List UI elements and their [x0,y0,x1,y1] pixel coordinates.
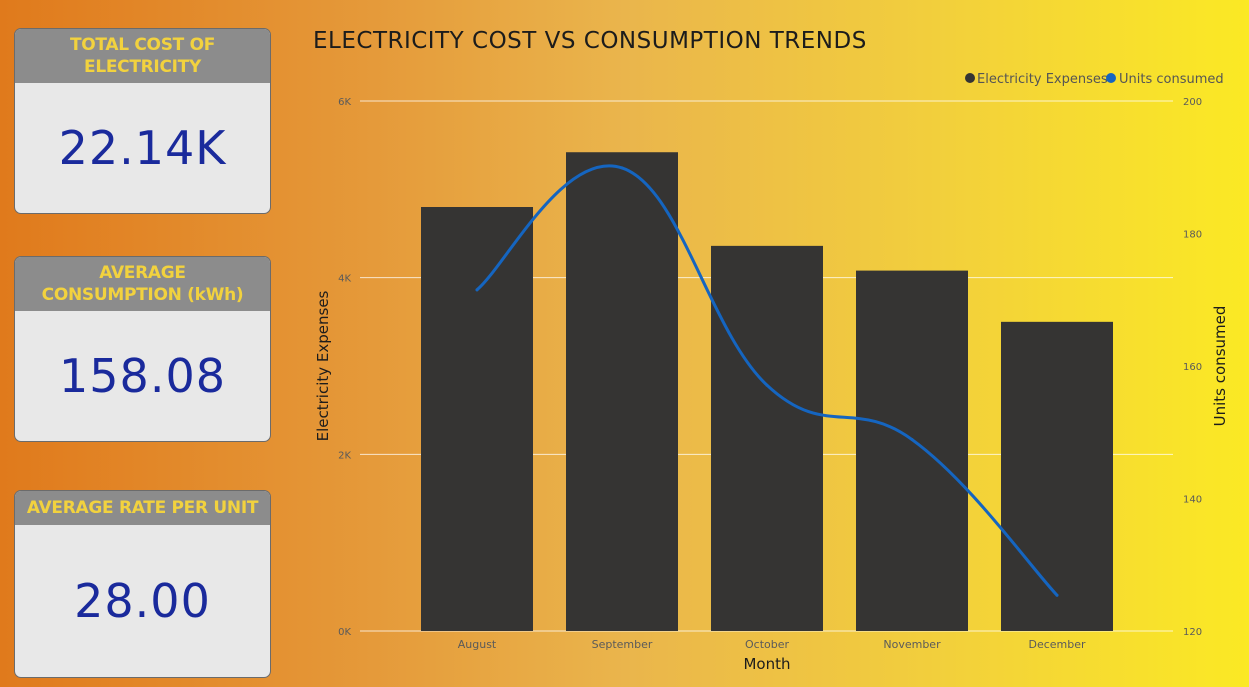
y-tick-label: 2K [338,450,351,461]
bar [856,270,968,631]
x-tick-label: September [592,638,653,651]
legend-label-units: Units consumed [1119,72,1224,87]
kpi-value: 158.08 [59,349,226,403]
kpi-value: 28.00 [74,574,211,628]
line-point [910,438,914,442]
kpi-title: TOTAL COST OF ELECTRICITY [15,29,270,83]
kpi-value: 22.14K [58,121,227,175]
line-series [475,164,1059,597]
line-point [765,383,769,387]
y2-tick-label: 120 [1183,627,1202,638]
line-point [475,288,479,292]
line-point [1055,593,1059,597]
kpi-title: AVERAGE CONSUMPTION (kWh) [15,257,270,311]
legend-marker-expenses [965,73,975,83]
x-tick-label: August [458,638,497,651]
y2-tick-label: 180 [1183,230,1202,241]
legend: Electricity Expenses Units consumed [965,72,1224,87]
axes: 0K 2K 4K 6K 120 140 160 180 200 August September Oc… [338,97,1202,651]
legend-label-expenses: Electricity Expenses [977,72,1108,87]
bar [566,152,678,631]
x-tick-label: December [1028,638,1086,651]
y2-tick-label: 160 [1183,362,1202,373]
y-tick-label: 4K [338,274,351,285]
line-point [620,166,624,170]
bar [421,207,533,631]
chart-title: ELECTRICITY COST VS CONSUMPTION TRENDS [313,28,867,54]
y2-axis-title: Units consumed [1211,306,1229,427]
bar-series [421,152,1113,631]
kpi-card-average-rate: AVERAGE RATE PER UNIT 28.00 [14,490,271,678]
y-tick-label: 6K [338,97,351,108]
bar [1001,321,1113,631]
y-axis-title: Electricity Expenses [314,290,332,441]
x-tick-label: November [883,638,941,651]
kpi-card-total-cost: TOTAL COST OF ELECTRICITY 22.14K [14,28,271,214]
kpi-title: AVERAGE RATE PER UNIT [15,491,270,525]
bar [711,245,823,631]
y-tick-label: 0K [338,627,351,638]
units-consumed-line [475,164,1059,597]
x-axis-title: Month [743,655,790,673]
y2-tick-label: 140 [1183,495,1202,506]
legend-marker-units [1106,73,1116,83]
kpi-card-average-consumption: AVERAGE CONSUMPTION (kWh) 158.08 [14,256,271,442]
x-tick-label: October [745,638,789,651]
y2-tick-label: 200 [1183,97,1202,108]
